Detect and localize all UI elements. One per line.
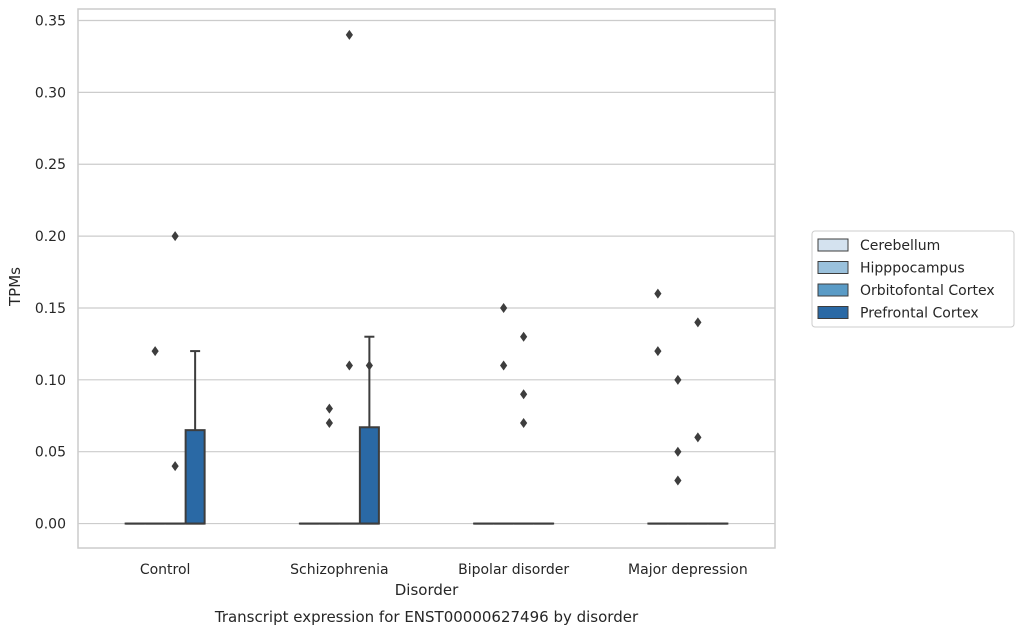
legend: Cerebellum Hipppocampus Orbitofontal Corte… xyxy=(811,230,1015,328)
box-plot-marks xyxy=(124,335,729,525)
legend-swatch xyxy=(817,283,849,297)
box xyxy=(184,429,206,525)
x-tick-label: Schizophrenia xyxy=(290,562,388,578)
outlier-point xyxy=(345,29,353,40)
outlier-point xyxy=(500,302,508,313)
box xyxy=(358,426,380,525)
outlier-point xyxy=(500,360,508,371)
outlier-point xyxy=(674,475,682,486)
x-tick-label: Major depression xyxy=(628,562,748,578)
legend-swatch xyxy=(817,261,849,274)
x-axis-label: Disorder xyxy=(395,581,459,599)
outlier-point xyxy=(171,231,179,242)
plot-frame xyxy=(77,8,776,549)
x-tick-label: Control xyxy=(140,562,191,578)
y-axis-label: TPMs xyxy=(6,267,24,307)
outlier-points xyxy=(151,29,702,486)
legend-label: Orbitofontal Cortex xyxy=(860,283,995,299)
outlier-point xyxy=(325,403,333,414)
y-tick-label: 0.35 xyxy=(35,13,66,29)
outlier-point xyxy=(151,346,159,357)
outlier-point xyxy=(520,417,528,428)
y-tick-label: 0.05 xyxy=(35,445,66,461)
y-tick-label: 0.30 xyxy=(35,85,66,101)
legend-label: Cerebellum xyxy=(860,238,940,254)
outlier-point xyxy=(325,417,333,428)
outlier-point xyxy=(345,360,353,371)
y-tick-label: 0.20 xyxy=(35,229,66,245)
y-tick-label: 0.10 xyxy=(35,373,66,389)
grid-lines xyxy=(78,19,775,525)
y-axis-ticks: 0.00 0.05 0.10 0.15 0.20 0.25 0.30 0.35 xyxy=(35,13,66,532)
outlier-point xyxy=(171,461,179,472)
y-tick-label: 0.00 xyxy=(35,517,66,533)
legend-label: Prefrontal Cortex xyxy=(860,306,979,322)
outlier-point xyxy=(674,446,682,457)
outlier-point xyxy=(520,331,528,342)
legend-swatch xyxy=(817,238,849,252)
legend-swatch xyxy=(817,306,849,319)
x-tick-label: Bipolar disorder xyxy=(458,562,569,578)
outlier-point xyxy=(365,360,373,371)
chart-title: Transcript expression for ENST0000062749… xyxy=(214,608,639,626)
y-tick-label: 0.15 xyxy=(35,301,66,317)
x-axis-ticks: Control Schizophrenia Bipolar disorder Majo… xyxy=(140,562,748,578)
outlier-point xyxy=(654,288,662,299)
outlier-point xyxy=(520,389,528,400)
outlier-point xyxy=(674,374,682,385)
outlier-point xyxy=(694,317,702,328)
legend-frame xyxy=(811,230,1015,328)
outlier-point xyxy=(694,432,702,443)
legend-label: Hipppocampus xyxy=(860,261,965,277)
outlier-point xyxy=(654,346,662,357)
y-tick-label: 0.25 xyxy=(35,157,66,173)
